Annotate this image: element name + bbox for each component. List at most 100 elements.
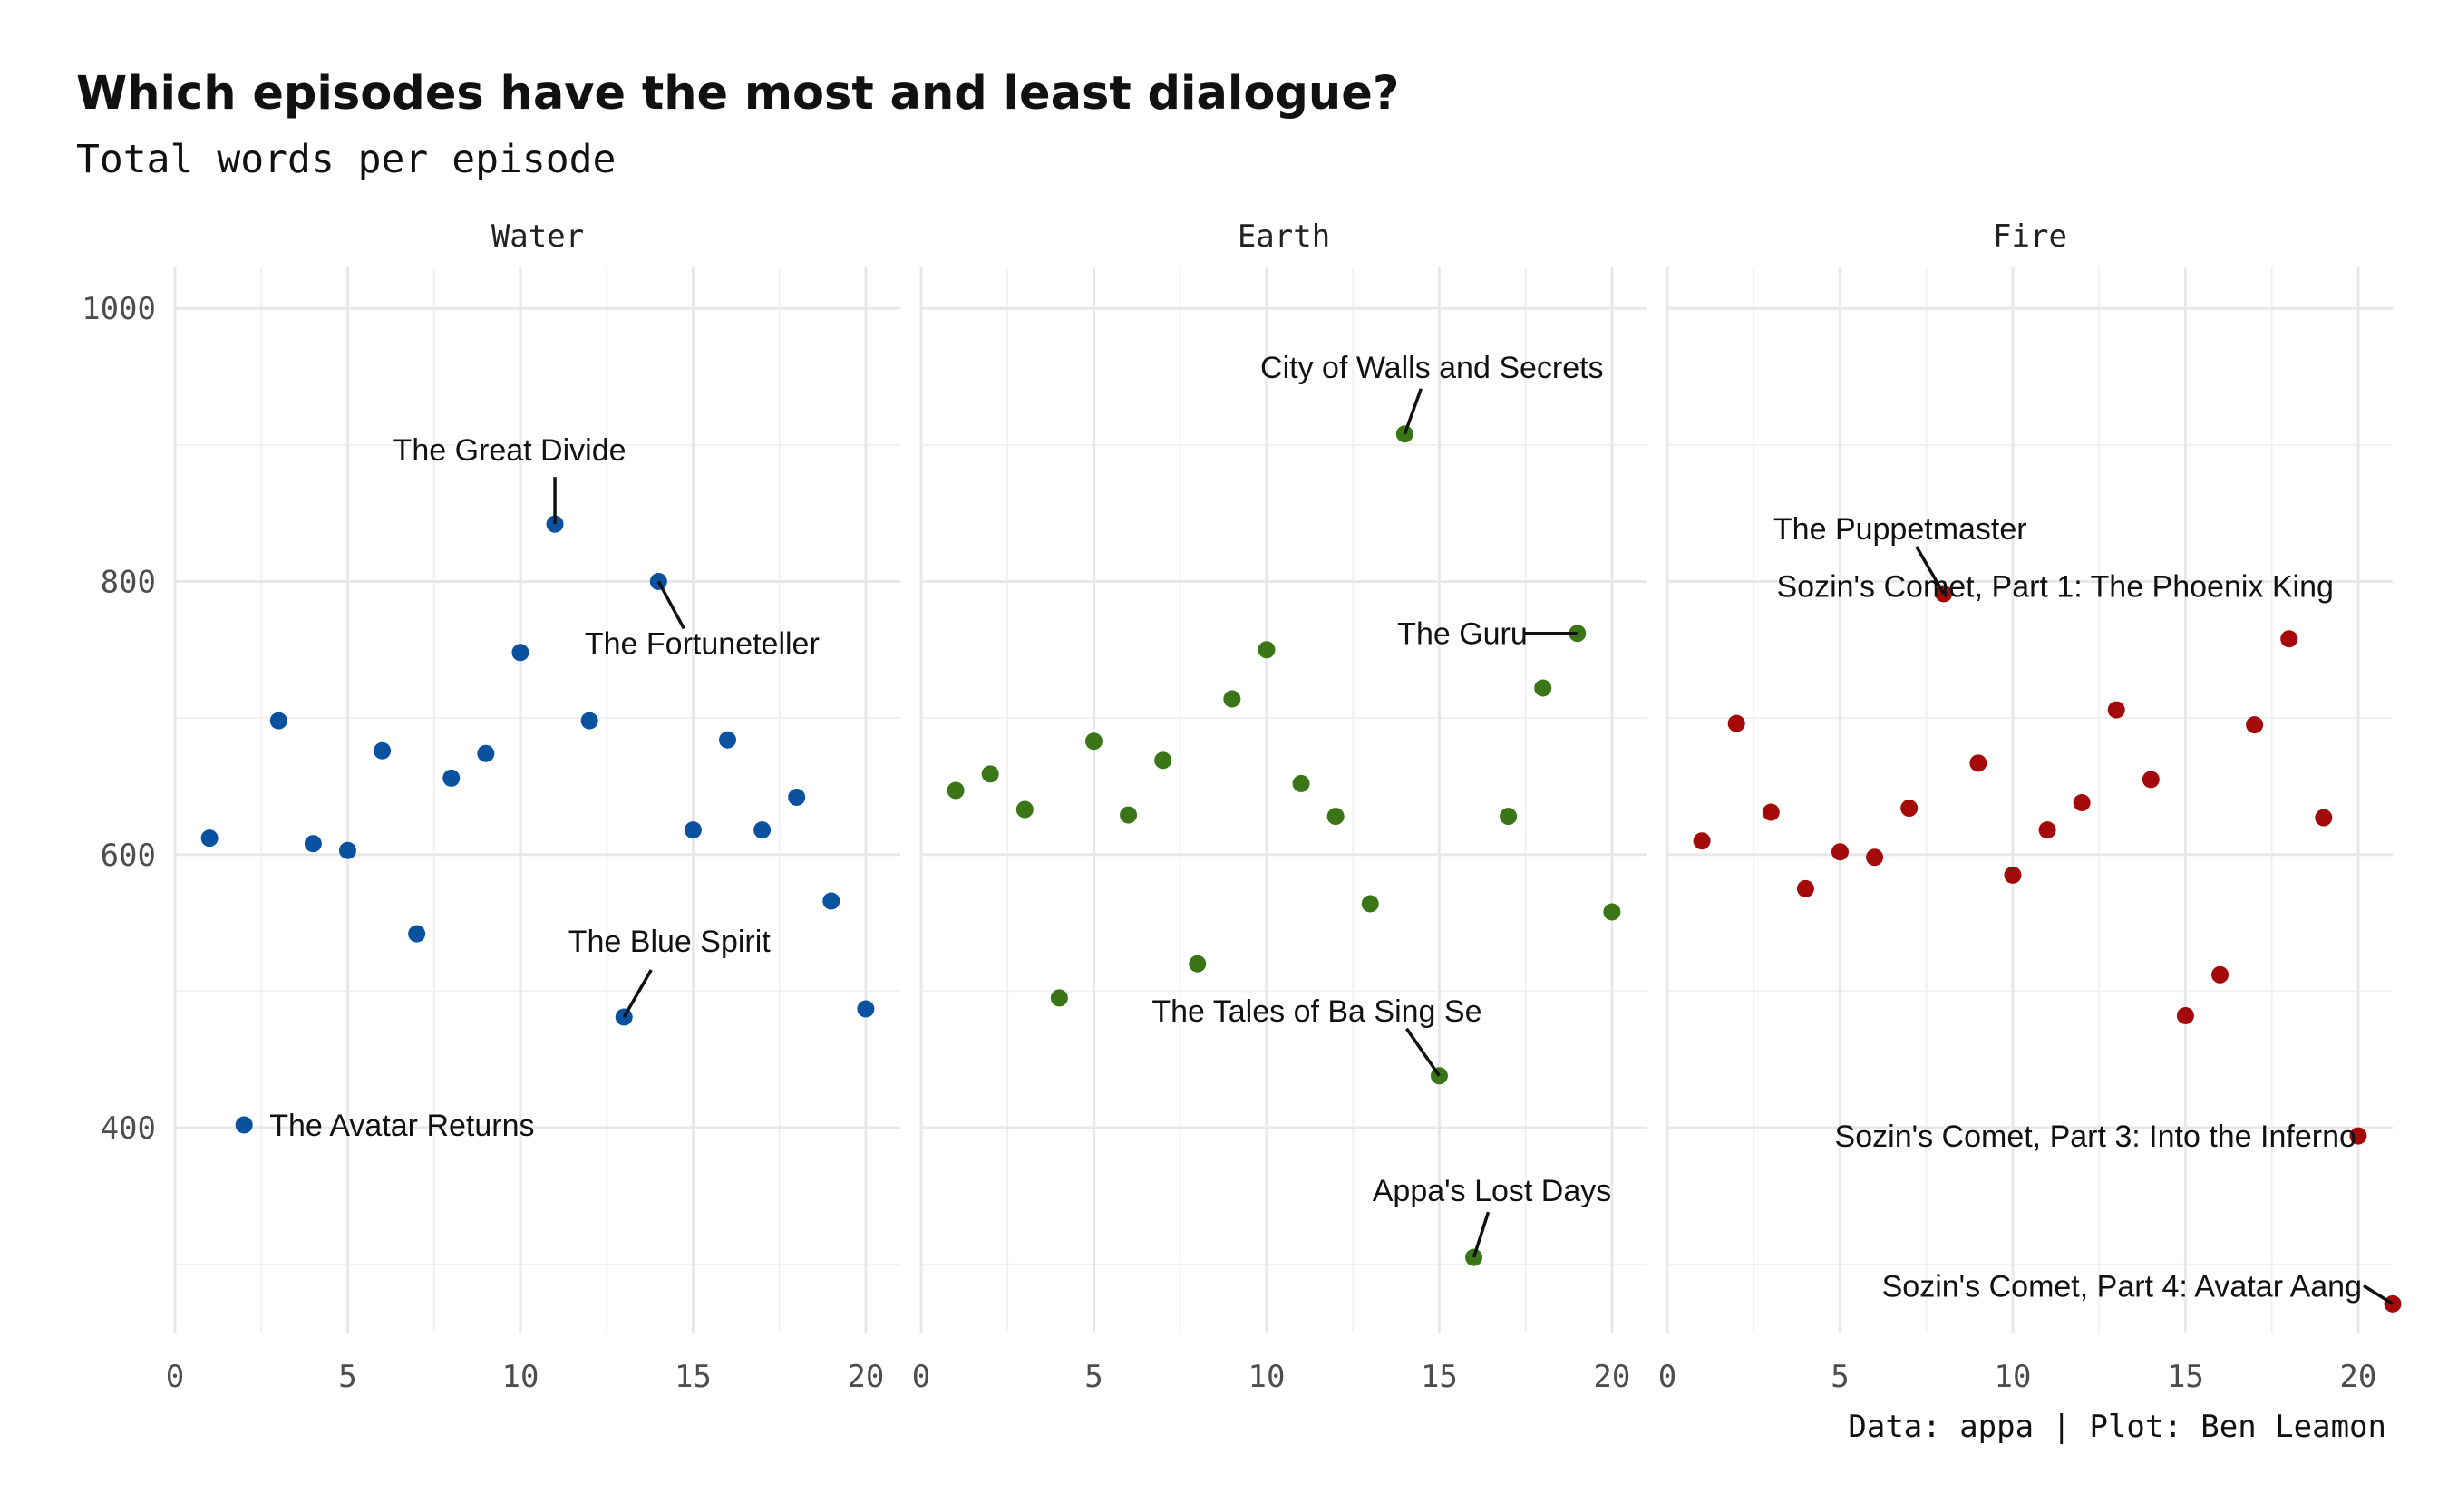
data-point [684,821,702,839]
data-point [788,788,806,806]
y-tick-label: 800 [101,564,156,600]
data-point [1258,641,1276,659]
data-point [374,741,392,760]
data-point [719,731,737,749]
chart-caption: Data: appa | Plot: Ben Leamon [1848,1409,2386,1445]
data-point [2280,630,2298,648]
data-point [2176,1007,2194,1025]
x-tick-label: 5 [1831,1359,1849,1395]
data-point [1084,732,1103,751]
data-point [1866,848,1884,867]
point-label: The Fortuneteller [585,626,820,661]
data-point [1762,803,1780,821]
data-point [408,925,426,943]
data-point [1154,751,1172,770]
data-point [1326,808,1345,826]
data-point [511,644,529,662]
data-point [1361,895,1379,913]
label-leader-line [656,580,685,630]
point-label: City of Walls and Secrets [1260,351,1604,385]
point-label: Sozin's Comet, Part 4: Avatar Aang [1882,1269,2362,1304]
data-point [200,829,219,848]
data-point [947,781,965,800]
data-point [1900,800,1919,818]
label-leader-line [2363,1284,2394,1305]
x-tick-label: 20 [847,1359,884,1395]
label-leader-line [1403,388,1423,435]
data-point [981,765,999,783]
label-leader-line [1915,546,1946,595]
point-label: The Avatar Returns [269,1109,534,1143]
data-point [1603,903,1621,921]
data-point [1120,806,1138,824]
data-point [1796,879,1814,897]
x-tick-label: 5 [1084,1359,1103,1395]
data-point [1693,832,1711,850]
data-point [1050,989,1068,1007]
data-point [2315,809,2333,827]
label-leader-line [622,969,653,1018]
data-point [753,821,772,839]
facet-strip-label: Fire [1993,218,2067,255]
data-point [477,744,495,762]
x-tick-label: 20 [2339,1359,2376,1395]
data-point [2349,1127,2367,1145]
y-tick-label: 600 [101,838,156,874]
x-tick-label: 0 [166,1359,184,1395]
x-tick-label: 20 [1593,1359,1630,1395]
data-point [2004,866,2022,884]
y-tick-label: 1000 [82,291,156,327]
data-point [269,712,287,730]
data-point [857,1000,875,1018]
point-label: The Puppetmaster [1773,512,2027,547]
data-point [1189,955,1207,973]
x-tick-label: 0 [912,1359,930,1395]
data-point [338,841,356,859]
facet-earth: Earth 0 5 10 15 20 City of Walls and Secrets Th… [912,218,1647,1395]
x-tick-label: 10 [1248,1359,1285,1395]
facet-water: Water 0 5 10 15 20 400 600 800 1000 The Great Divi… [82,218,900,1395]
label-leader-line [1404,1027,1441,1077]
y-tick-label: 400 [101,1110,156,1147]
label-leader-line [1472,1211,1491,1258]
point-label: Appa's Lost Days [1373,1174,1612,1208]
data-point [822,892,840,910]
point-label: The Blue Spirit [568,925,772,959]
data-point [1727,714,1745,732]
data-point [235,1116,253,1134]
data-point [304,835,322,853]
x-tick-label: 0 [1658,1359,1676,1395]
data-point [1969,754,1987,772]
x-tick-label: 15 [675,1359,712,1395]
x-tick-label: 15 [2167,1359,2204,1395]
data-point [2211,965,2229,984]
chart-subtitle: Total words per episode [76,137,616,182]
facet-fire: Fire 0 5 10 15 20 The Puppetmaster Sozin's Come… [1658,218,2402,1395]
data-point [2107,701,2125,719]
point-label: Sozin's Comet, Part 3: Into the Inferno [1835,1119,2356,1154]
data-point [1223,690,1241,708]
data-point [2246,716,2264,734]
x-tick-label: 10 [501,1359,539,1395]
facet-strip-label: Water [491,218,584,255]
data-point [580,712,598,730]
x-tick-label: 15 [1421,1359,1458,1395]
facet-strip-label: Earth [1238,218,1330,255]
point-label: The Guru [1397,617,1528,652]
data-point [1500,808,1518,826]
data-point [2038,821,2056,839]
chart-title: Which episodes have the most and least d… [76,67,1399,121]
point-label: The Great Divide [393,433,627,468]
data-point [1831,843,1849,861]
data-point [1292,774,1310,792]
data-point [1534,679,1552,697]
data-point [442,769,461,787]
x-tick-label: 10 [1994,1359,2031,1395]
point-label: The Tales of Ba Sing Se [1151,994,1481,1029]
data-point [2142,771,2160,789]
x-tick-label: 5 [338,1359,356,1395]
data-point [2073,794,2091,812]
data-point [1015,800,1034,819]
